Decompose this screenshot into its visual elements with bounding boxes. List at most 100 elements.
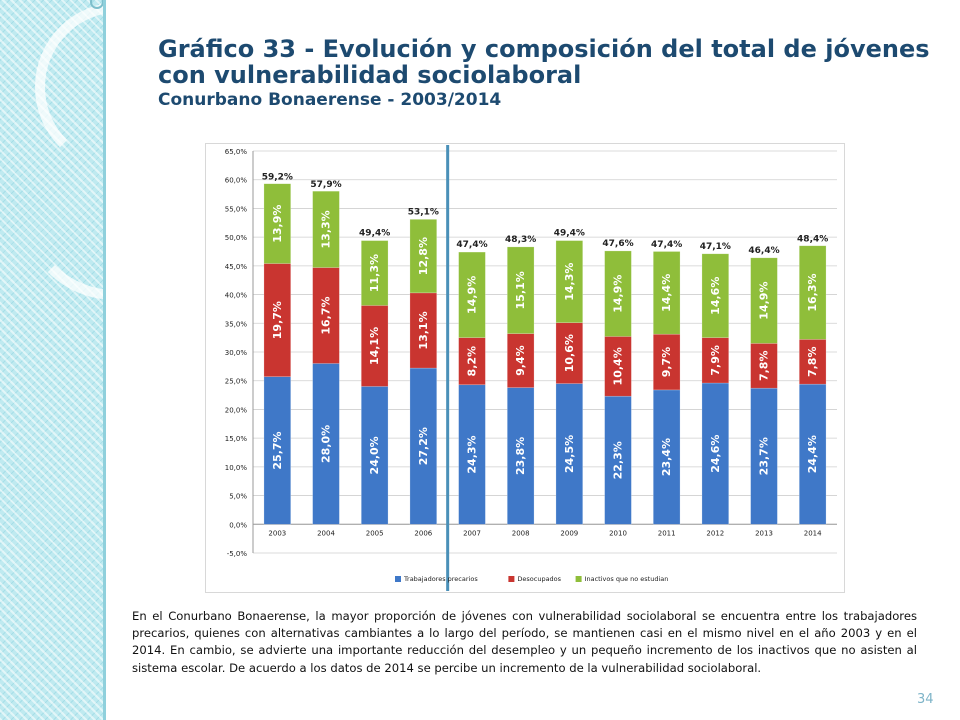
- decorative-side-strip: [0, 0, 210, 720]
- bar-segment: [604, 336, 632, 397]
- bar-segment: [458, 384, 486, 525]
- y-tick-label: 60,0%: [225, 177, 248, 185]
- decorative-divider: [103, 0, 106, 720]
- legend-label: Inactivos que no estudian: [585, 575, 669, 583]
- y-tick-label: 0,0%: [229, 521, 247, 529]
- legend-swatch: [395, 576, 401, 582]
- bar-segment: [360, 386, 389, 525]
- description-paragraph: En el Conurbano Bonaerense, la mayor pro…: [132, 609, 917, 675]
- data-label: 13,1%: [417, 311, 430, 349]
- bar-segment: [360, 240, 389, 306]
- decorative-swirl: [20, 110, 210, 300]
- legend-label: Trabajadores precarios: [403, 575, 478, 583]
- total-label: 59,2%: [262, 172, 293, 182]
- data-label: 7,8%: [806, 347, 819, 378]
- bar-segment: [750, 343, 778, 389]
- bar-segment: [263, 263, 292, 377]
- bar-segment: [360, 305, 389, 387]
- data-label: 14,6%: [709, 277, 722, 315]
- bar-segment: [798, 245, 827, 340]
- y-tick-label: 10,0%: [225, 464, 248, 472]
- bar-segment: [555, 240, 584, 324]
- data-label: 23,8%: [514, 437, 527, 475]
- y-tick-label: 5,0%: [229, 493, 247, 501]
- bar-segment: [798, 383, 827, 525]
- data-label: 19,7%: [271, 301, 284, 339]
- x-tick-label: 2010: [609, 529, 627, 537]
- data-label: 13,9%: [271, 205, 284, 243]
- y-tick-label: 35,0%: [225, 320, 248, 328]
- total-label: 49,4%: [359, 229, 390, 239]
- slide-title-block: Gráfico 33 - Evolución y composición del…: [158, 36, 938, 112]
- data-label: 11,3%: [368, 254, 381, 292]
- y-tick-label: 25,0%: [225, 378, 248, 386]
- data-label: 9,4%: [514, 345, 527, 376]
- bar-segment: [555, 322, 584, 384]
- data-label: 27,2%: [417, 427, 430, 465]
- total-label: 46,4%: [748, 246, 779, 256]
- page-number: 34: [917, 692, 934, 707]
- slide-subtitle: Conurbano Bonaerense - 2003/2014: [158, 90, 502, 110]
- total-label: 48,4%: [797, 234, 828, 244]
- bar-segment: [312, 267, 340, 364]
- bar-segment: [750, 257, 778, 344]
- bar-segment: [409, 219, 438, 294]
- total-label: 53,1%: [408, 207, 439, 217]
- data-label: 7,9%: [709, 345, 722, 376]
- bar-segment: [604, 250, 632, 337]
- bar-segment: [652, 389, 681, 525]
- stacked-bar-chart: -5,0% 0,0% 5,0% 10,0% 15,0% 20,0% 25,0% 30,0% 35…: [205, 143, 845, 593]
- data-label: 25,7%: [271, 431, 284, 469]
- legend-swatch: [508, 576, 515, 582]
- bar-segment: [555, 383, 584, 525]
- slide-title: Gráfico 33 - Evolución y composición del…: [158, 35, 930, 89]
- x-tick-label: 2005: [366, 529, 384, 537]
- bar-segment: [701, 337, 730, 384]
- bar-segment: [604, 395, 632, 525]
- total-label: 47,4%: [456, 240, 487, 250]
- bar-segment: [263, 376, 292, 525]
- bar-segment: [263, 183, 292, 264]
- y-tick-label: 55,0%: [225, 205, 248, 213]
- y-tick-label: -5,0%: [227, 550, 248, 558]
- y-tick-label: 30,0%: [225, 349, 248, 357]
- x-tick-label: 2014: [804, 529, 822, 537]
- data-label: 24,0%: [368, 436, 381, 474]
- data-label: 28,0%: [320, 425, 333, 463]
- bar-segment: [458, 337, 486, 386]
- data-label: 22,3%: [612, 441, 625, 479]
- bar-segment: [652, 333, 681, 391]
- data-label: 24,4%: [806, 435, 819, 473]
- data-label: 13,3%: [320, 210, 333, 248]
- y-tick-label: 50,0%: [225, 234, 248, 242]
- data-label: 14,4%: [660, 274, 673, 312]
- total-label: 49,4%: [554, 229, 585, 239]
- y-tick-label: 40,0%: [225, 292, 248, 300]
- data-label: 7,8%: [758, 351, 771, 382]
- bar-segment: [312, 363, 340, 525]
- bar-segment: [750, 387, 778, 525]
- data-label: 23,4%: [660, 438, 673, 476]
- data-label: 14,9%: [466, 276, 479, 314]
- bar-segment: [506, 333, 535, 388]
- x-tick-label: 2009: [560, 529, 578, 537]
- data-label: 16,3%: [806, 273, 819, 311]
- legend-swatch: [575, 576, 582, 582]
- data-label: 15,1%: [514, 271, 527, 309]
- bar-segment: [506, 246, 535, 334]
- bar-segment: [701, 382, 730, 525]
- x-tick-label: 2011: [658, 529, 676, 537]
- data-label: 14,9%: [612, 275, 625, 313]
- y-tick-label: 20,0%: [225, 406, 248, 414]
- data-label: 14,1%: [368, 327, 381, 365]
- legend-label: Desocupados: [517, 575, 561, 583]
- data-label: 14,9%: [758, 282, 771, 320]
- data-label: 10,4%: [612, 347, 625, 385]
- decorative-swirl: [35, 2, 205, 172]
- total-label: 47,6%: [602, 239, 633, 249]
- bar-segment: [409, 367, 438, 525]
- data-label: 14,3%: [563, 263, 576, 301]
- data-label: 24,3%: [466, 435, 479, 473]
- data-label: 16,7%: [320, 296, 333, 334]
- x-tick-label: 2006: [414, 529, 432, 537]
